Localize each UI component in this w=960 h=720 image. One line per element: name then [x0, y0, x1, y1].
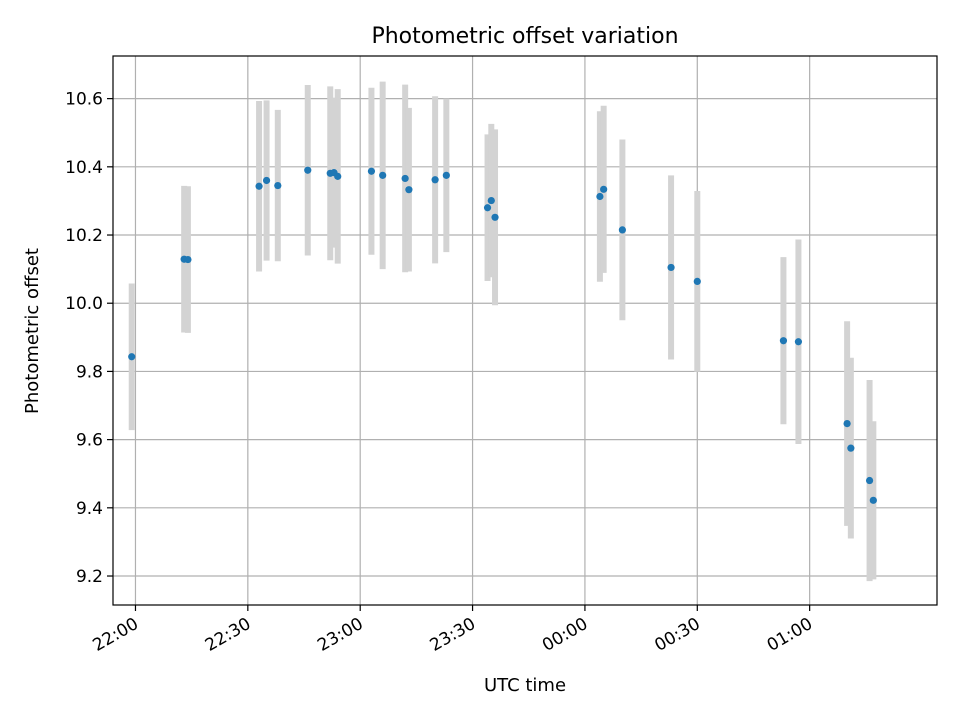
- data-point: [405, 186, 413, 194]
- data-point: [274, 181, 282, 190]
- data-point: [128, 353, 136, 361]
- data-point: [184, 255, 192, 264]
- data-point: [487, 196, 495, 205]
- y-tick-label: 10.4: [65, 158, 103, 178]
- data-point: [379, 171, 387, 179]
- x-axis-label: UTC time: [484, 675, 566, 696]
- y-tick-label: 10.2: [65, 226, 103, 246]
- data-point: [491, 213, 499, 221]
- y-tick-label: 9.8: [76, 362, 103, 382]
- data-point: [401, 174, 409, 183]
- y-tick-label: 9.4: [76, 499, 103, 519]
- data-point: [600, 185, 608, 193]
- y-axis-label: Photometric offset: [22, 248, 43, 414]
- data-point: [334, 172, 342, 180]
- data-point: [255, 182, 263, 190]
- data-point: [262, 176, 271, 185]
- data-point: [431, 176, 439, 184]
- data-point: [367, 167, 376, 175]
- y-axis-ticks: 9.2 9.4 9.6 9.8 10.0 10.2 10.4 10.6: [65, 90, 113, 587]
- data-point: [596, 192, 604, 201]
- y-tick-label: 10.0: [65, 294, 103, 314]
- data-point: [442, 171, 450, 179]
- y-tick-label: 9.6: [76, 431, 103, 451]
- data-point: [483, 204, 492, 212]
- y-tick-label: 9.2: [76, 567, 103, 587]
- data-point: [847, 444, 855, 452]
- data-point: [304, 166, 312, 174]
- data-point: [693, 277, 701, 285]
- plot-area-frame: [112, 55, 938, 606]
- y-tick-label: 10.6: [65, 90, 103, 110]
- data-point: [779, 337, 788, 345]
- data-point: [865, 476, 874, 485]
- data-point: [618, 226, 626, 234]
- data-point: [667, 263, 675, 272]
- chart-title: Photometric offset variation: [371, 24, 678, 49]
- data-point: [869, 496, 877, 504]
- data-point: [794, 338, 803, 346]
- data-points: [128, 166, 877, 504]
- data-point: [843, 419, 851, 428]
